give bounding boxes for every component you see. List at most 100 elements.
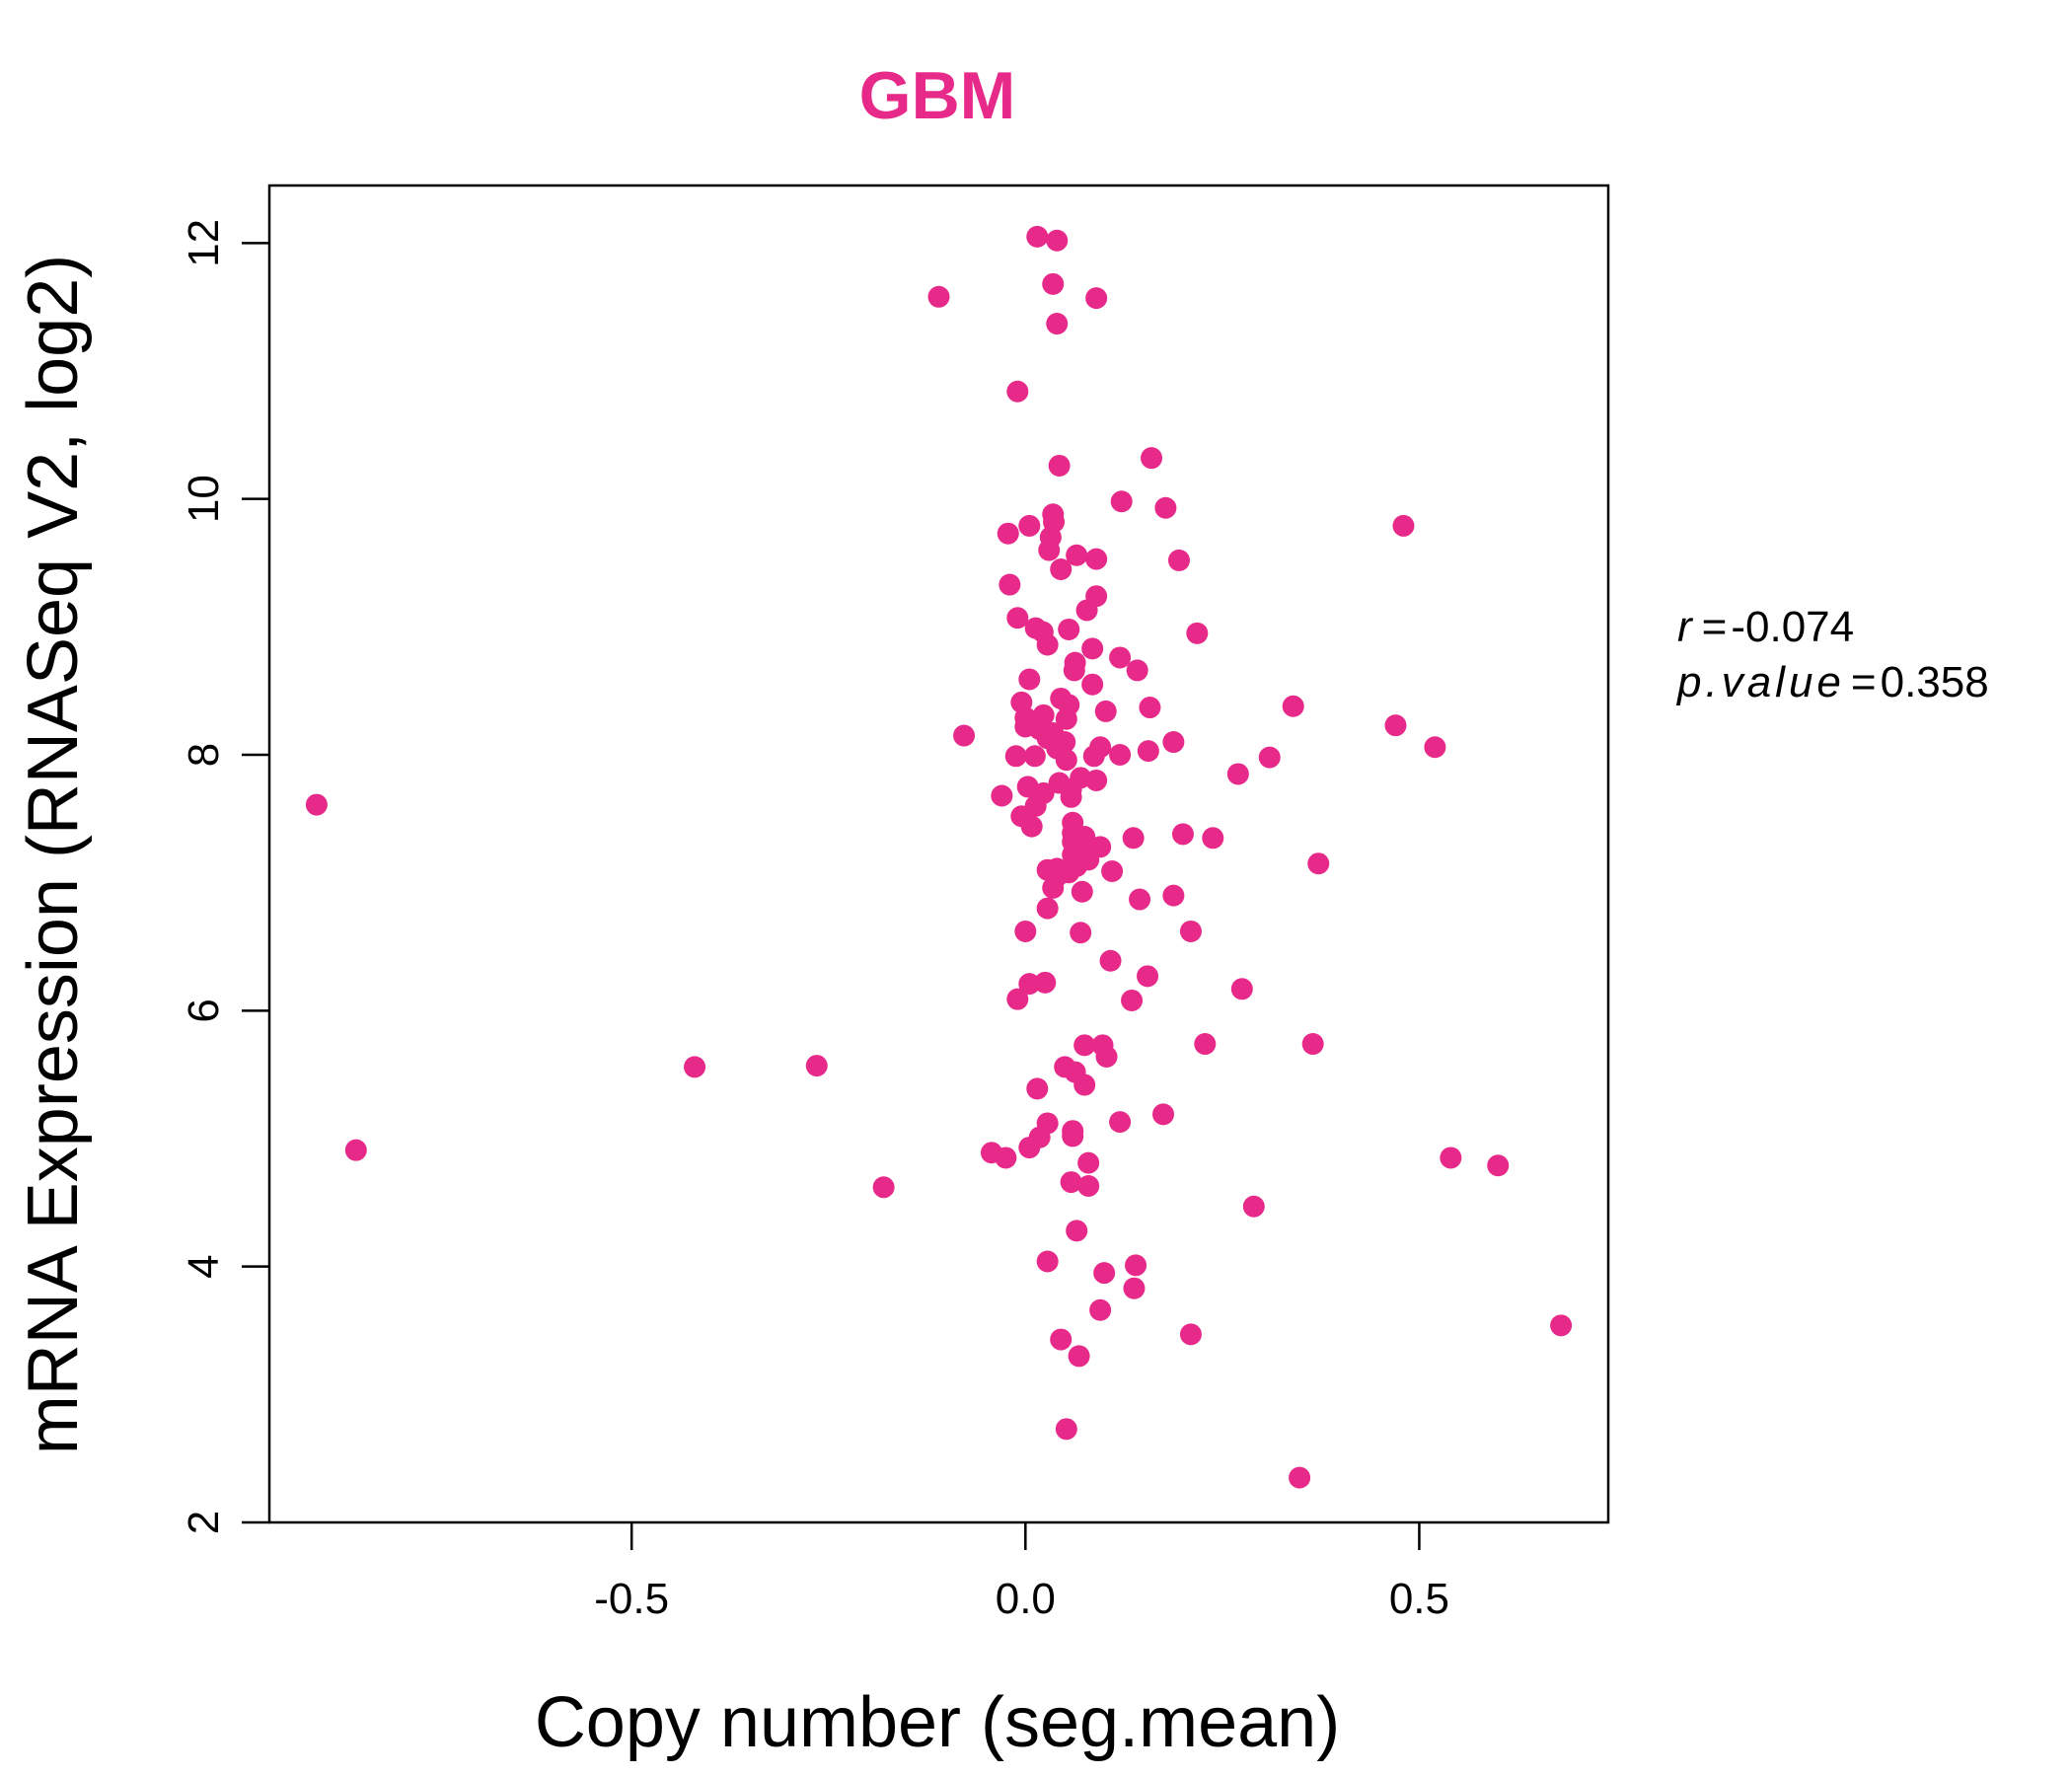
data-point xyxy=(1179,1323,1202,1346)
data-point xyxy=(1141,447,1163,470)
data-point xyxy=(1110,490,1133,513)
r-equals: = xyxy=(1702,603,1728,651)
data-point xyxy=(1137,965,1159,988)
data-point xyxy=(1066,1220,1088,1242)
data-point xyxy=(1137,740,1159,763)
data-point xyxy=(872,1176,895,1199)
data-point xyxy=(1258,746,1281,769)
data-point xyxy=(1050,1328,1073,1351)
data-point xyxy=(1018,973,1041,996)
data-point xyxy=(1085,769,1108,791)
x-axis: -0.5 0.0 0.5 xyxy=(594,1522,1449,1623)
data-point xyxy=(1123,1277,1146,1299)
data-point xyxy=(1046,229,1069,252)
y-axis: 2 4 6 8 10 12 xyxy=(180,219,269,1534)
data-point xyxy=(1301,1033,1324,1056)
data-point xyxy=(1018,1137,1041,1159)
data-point xyxy=(1081,673,1104,696)
data-point xyxy=(1042,272,1065,295)
data-point xyxy=(1126,659,1148,682)
data-point xyxy=(1006,988,1029,1010)
chart-title: GBM xyxy=(859,58,1016,133)
data-point xyxy=(1036,897,1059,920)
x-tick-label: 0.5 xyxy=(1389,1575,1449,1623)
data-point xyxy=(1085,287,1108,310)
data-point xyxy=(805,1055,828,1077)
data-point xyxy=(1075,599,1098,622)
data-point xyxy=(1094,700,1117,722)
data-point xyxy=(1226,763,1249,785)
data-point xyxy=(1122,827,1145,850)
data-point xyxy=(1036,633,1059,656)
data-points xyxy=(305,225,1573,1489)
data-point xyxy=(1101,860,1124,883)
data-point xyxy=(1109,646,1132,669)
y-tick-label: 12 xyxy=(180,219,228,267)
data-point xyxy=(1020,815,1043,838)
data-point xyxy=(1006,380,1029,403)
data-point xyxy=(305,793,328,816)
data-point xyxy=(1093,1262,1116,1285)
data-point xyxy=(1179,920,1202,942)
p-value-value: 0.358 xyxy=(1881,658,1989,706)
data-point xyxy=(1392,514,1415,537)
data-point xyxy=(1082,745,1105,768)
r-label: r xyxy=(1677,603,1696,651)
data-point xyxy=(1151,1103,1174,1126)
data-point xyxy=(1018,514,1041,537)
data-point xyxy=(1060,1171,1082,1194)
data-point xyxy=(1171,823,1194,846)
data-point xyxy=(995,1147,1017,1169)
data-point xyxy=(1085,548,1108,570)
data-point xyxy=(1077,1151,1100,1174)
data-point xyxy=(1095,1046,1118,1069)
data-point xyxy=(1068,1345,1090,1368)
correlation-p-value: p.value =0.358 xyxy=(1675,658,1989,706)
data-point xyxy=(1060,785,1082,808)
data-point xyxy=(1154,496,1177,519)
data-point xyxy=(1046,313,1069,335)
data-point xyxy=(1036,1250,1059,1273)
data-point xyxy=(1070,922,1092,944)
data-point xyxy=(1055,707,1077,730)
y-tick-label: 8 xyxy=(180,743,228,767)
r-value: -0.074 xyxy=(1731,603,1854,651)
data-point xyxy=(1034,971,1057,994)
data-point xyxy=(1139,697,1161,719)
y-tick-label: 10 xyxy=(180,475,228,523)
data-point xyxy=(1202,827,1224,850)
data-point xyxy=(1125,1254,1147,1277)
data-point xyxy=(991,784,1013,807)
data-point xyxy=(1038,539,1061,561)
data-point xyxy=(1073,1034,1096,1057)
y-axis-title: mRNA Expression (RNASeq V2, log2) xyxy=(14,255,93,1454)
y-tick-label: 4 xyxy=(180,1254,228,1278)
data-point xyxy=(1099,949,1122,972)
data-point xyxy=(1058,618,1080,640)
data-point xyxy=(1081,637,1104,660)
data-point xyxy=(1055,1418,1077,1441)
data-point xyxy=(1307,852,1330,875)
data-point xyxy=(1424,736,1446,759)
data-point xyxy=(1194,1033,1217,1056)
data-point xyxy=(684,1056,706,1078)
data-point xyxy=(1487,1154,1510,1177)
data-point xyxy=(1550,1314,1573,1337)
data-point xyxy=(1384,714,1407,737)
data-point xyxy=(1023,745,1046,768)
data-point xyxy=(1167,549,1190,571)
data-point xyxy=(1063,659,1085,682)
data-point xyxy=(344,1139,367,1161)
data-point xyxy=(1073,1073,1096,1096)
data-point xyxy=(1055,749,1077,772)
data-point xyxy=(997,522,1019,545)
correlation-r: r =-0.074 xyxy=(1677,603,1854,651)
data-point xyxy=(1014,920,1037,942)
p-value-label: p.value xyxy=(1675,658,1845,706)
data-point xyxy=(1162,884,1185,907)
p-value-equals: = xyxy=(1851,658,1877,706)
data-point xyxy=(953,724,976,747)
data-point xyxy=(1026,1077,1049,1100)
data-point xyxy=(1162,731,1185,754)
